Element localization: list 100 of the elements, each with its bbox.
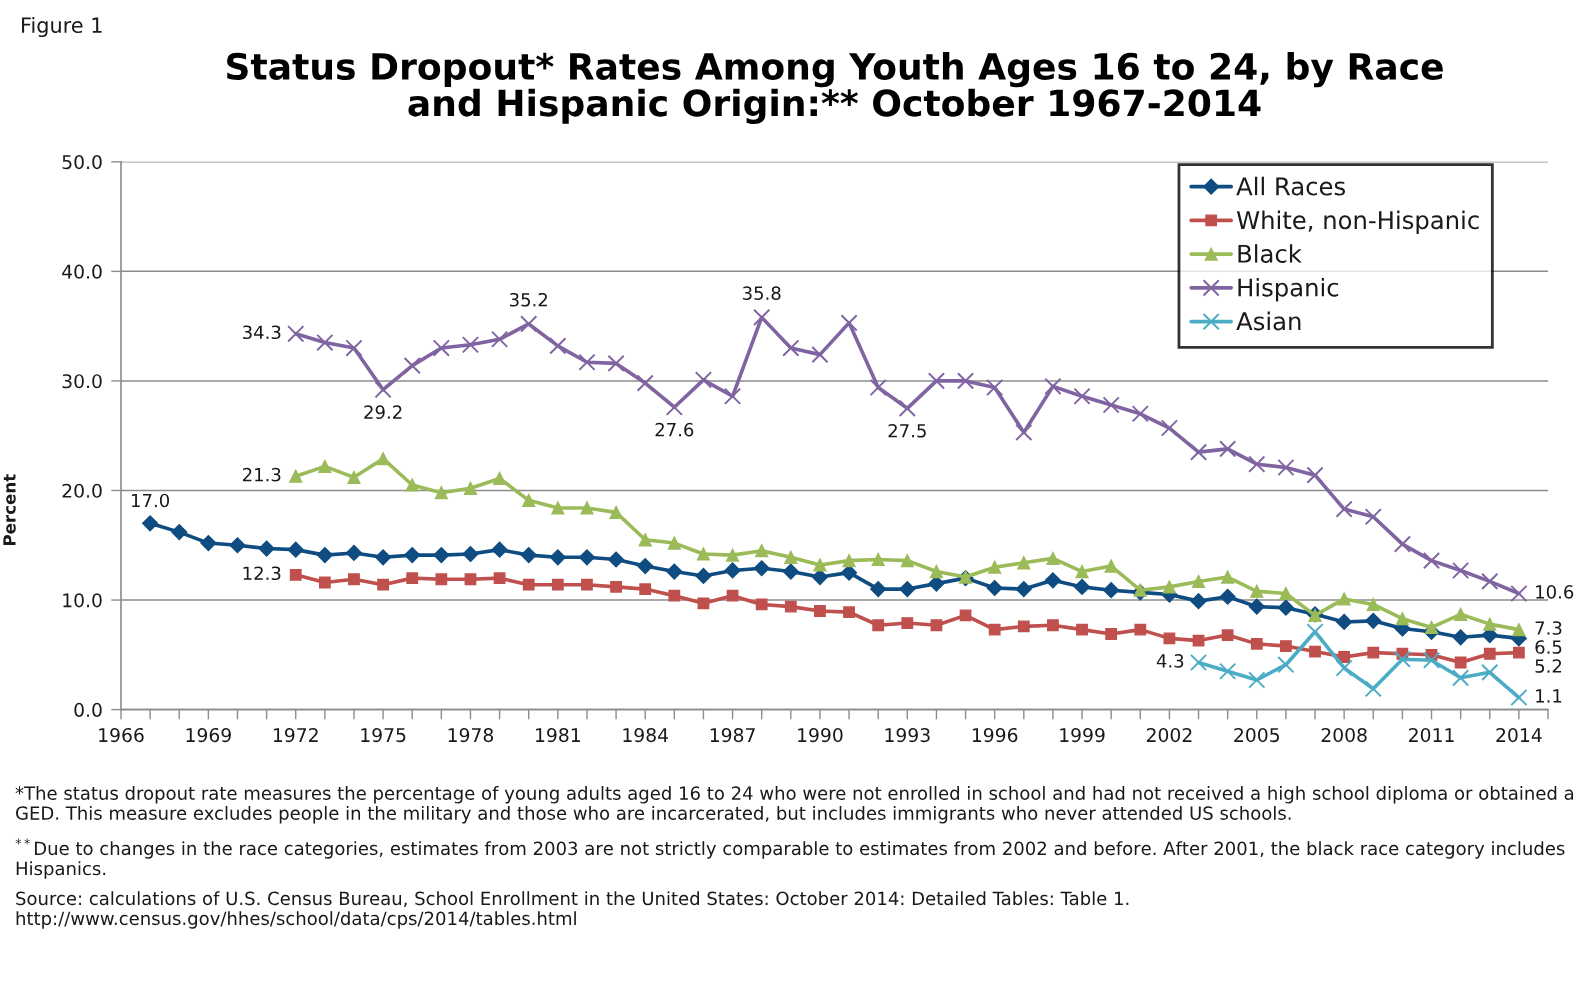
point xyxy=(1075,564,1089,579)
point xyxy=(347,470,361,484)
source-note: Source: calculations of U.S. Census Bureau, School Enrollment in the United States: October 2014: Detailed Tables: Table 1. http://www.census.gov/hhes/school/data/cps/2014/tables.html xyxy=(16,891,1129,929)
point xyxy=(434,486,448,500)
point xyxy=(607,354,625,372)
point xyxy=(610,580,622,593)
point xyxy=(1160,419,1179,437)
point xyxy=(1365,612,1382,629)
point xyxy=(171,524,188,541)
point xyxy=(1015,581,1032,598)
y-tick-label: 0.0 xyxy=(74,702,102,717)
point xyxy=(755,544,769,558)
point xyxy=(696,547,711,561)
point xyxy=(404,547,421,564)
point xyxy=(986,579,1003,597)
point xyxy=(1512,623,1526,637)
point xyxy=(1306,623,1324,641)
data-label: 6.5 xyxy=(1535,640,1562,654)
point xyxy=(491,541,508,558)
point xyxy=(927,372,946,390)
point xyxy=(1248,671,1266,689)
point xyxy=(1073,578,1091,595)
point xyxy=(725,548,740,562)
point xyxy=(375,549,392,566)
point xyxy=(1306,466,1324,484)
point xyxy=(1221,629,1234,642)
point xyxy=(1248,598,1265,615)
point xyxy=(1422,651,1441,669)
point xyxy=(1510,688,1528,707)
point xyxy=(668,589,681,602)
point xyxy=(900,554,914,568)
point xyxy=(287,541,304,558)
point xyxy=(1452,629,1469,646)
point xyxy=(697,597,710,610)
x-tick-label: 1975 xyxy=(361,727,406,743)
legend-label: Black xyxy=(1238,244,1302,263)
point xyxy=(549,337,567,355)
point xyxy=(637,558,654,575)
data-label: 5.2 xyxy=(1535,659,1562,673)
point xyxy=(724,562,741,579)
point xyxy=(345,544,363,561)
x-tick-label: 1969 xyxy=(186,727,231,743)
point xyxy=(492,471,507,486)
point xyxy=(638,533,652,547)
x-tick-label: 2008 xyxy=(1321,727,1367,743)
x-tick-label: 1993 xyxy=(885,727,930,743)
point xyxy=(1044,572,1061,589)
data-label: 29.2 xyxy=(364,405,402,419)
point xyxy=(1163,632,1176,645)
point xyxy=(318,459,332,473)
point xyxy=(551,578,564,591)
point xyxy=(405,478,419,492)
point xyxy=(1017,556,1031,570)
point xyxy=(1422,551,1441,570)
data-label: 1.1 xyxy=(1536,689,1562,703)
point xyxy=(871,552,885,567)
x-tick-label: 2011 xyxy=(1409,727,1454,743)
point xyxy=(695,567,712,584)
point xyxy=(316,333,334,352)
point xyxy=(1481,572,1499,591)
point xyxy=(1510,584,1528,603)
point xyxy=(1452,561,1470,580)
point xyxy=(840,314,858,332)
point xyxy=(726,589,739,602)
point xyxy=(1219,662,1237,680)
point xyxy=(520,547,537,564)
point xyxy=(929,564,944,579)
point xyxy=(522,578,535,591)
x-tick-label: 2002 xyxy=(1146,727,1192,743)
point xyxy=(289,568,302,581)
x-tick-label: 2014 xyxy=(1496,727,1542,743)
point xyxy=(1393,535,1411,553)
point xyxy=(755,598,768,611)
point xyxy=(694,371,713,389)
point xyxy=(374,381,392,399)
data-label: 7.3 xyxy=(1535,621,1562,635)
point xyxy=(1134,623,1147,636)
data-label: 4.3 xyxy=(1156,654,1184,668)
point xyxy=(1015,423,1033,442)
point xyxy=(608,551,625,568)
x-tick-label: 1999 xyxy=(1060,727,1105,743)
point xyxy=(1483,647,1496,660)
point xyxy=(870,581,887,598)
data-label: 35.8 xyxy=(742,286,781,300)
point xyxy=(639,583,652,595)
x-tick-label: 1984 xyxy=(623,727,669,743)
point xyxy=(1102,396,1120,414)
point xyxy=(1044,377,1062,396)
point xyxy=(782,563,799,580)
data-label: 12.3 xyxy=(243,566,281,581)
point xyxy=(1191,574,1206,589)
x-tick-label: 1990 xyxy=(798,727,843,743)
point xyxy=(1338,651,1351,663)
point xyxy=(872,619,885,632)
point xyxy=(869,378,887,397)
caption: Figure 1 xyxy=(22,16,102,38)
point xyxy=(1190,593,1207,610)
point xyxy=(551,501,565,515)
point xyxy=(520,315,538,333)
point xyxy=(813,558,827,572)
